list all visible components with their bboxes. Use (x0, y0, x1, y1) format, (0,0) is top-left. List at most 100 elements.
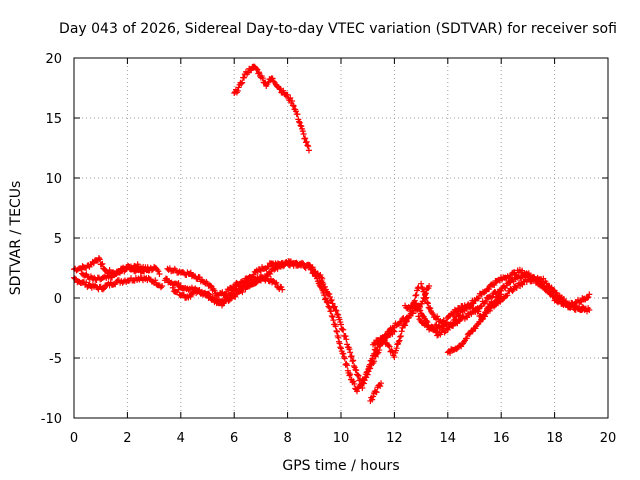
data-point (313, 275, 320, 282)
data-point (248, 67, 255, 74)
data-point (157, 284, 164, 291)
data-point (328, 313, 335, 320)
data-point (259, 75, 266, 82)
data-point (205, 290, 212, 297)
data-point (360, 380, 367, 387)
data-point (72, 275, 79, 282)
data-point (239, 289, 246, 296)
series-arc-i (316, 277, 422, 392)
data-point (343, 336, 350, 343)
data-point (402, 322, 409, 329)
data-point (328, 308, 335, 315)
data-point (175, 286, 182, 293)
data-point (513, 284, 520, 291)
data-point (329, 313, 336, 320)
data-point (235, 84, 242, 91)
data-point (504, 292, 511, 299)
data-point (474, 295, 481, 302)
data-point (370, 393, 377, 400)
data-point (354, 388, 361, 395)
data-point (428, 309, 435, 316)
data-point (330, 317, 337, 324)
x-tick-label: 14 (440, 431, 457, 446)
data-point (390, 327, 397, 334)
x-tick-label: 12 (386, 431, 403, 446)
chart-title: Day 043 of 2026, Sidereal Day-to-day VTE… (59, 21, 617, 37)
data-point (156, 271, 163, 277)
data-point (107, 273, 114, 280)
x-tick-label: 18 (546, 431, 563, 446)
data-point (482, 298, 489, 305)
data-point (423, 294, 430, 301)
x-tick-label: 16 (493, 431, 510, 446)
data-point (350, 378, 357, 385)
data-point (453, 346, 460, 353)
data-point (343, 360, 350, 367)
data-point (380, 336, 387, 343)
series-arc-c (79, 261, 152, 283)
data-point (350, 357, 357, 364)
y-tick-label: 0 (54, 292, 62, 307)
data-point (344, 341, 351, 348)
data-point (347, 349, 354, 356)
data-point (385, 342, 392, 349)
data-point (337, 344, 344, 351)
data-point (333, 327, 340, 334)
data-point (422, 295, 429, 302)
data-point (455, 311, 462, 318)
data-point (322, 295, 329, 302)
data-point (489, 293, 496, 300)
data-point (372, 340, 379, 347)
data-point (321, 283, 328, 290)
y-tick-label: 15 (45, 112, 62, 127)
data-point (280, 87, 287, 94)
data-point (346, 372, 353, 379)
data-point (449, 321, 456, 328)
data-point (324, 299, 331, 306)
data-point (302, 265, 309, 272)
data-point (333, 307, 340, 314)
data-point (373, 389, 380, 396)
data-point (206, 291, 213, 298)
data-point (357, 376, 364, 383)
data-point (475, 308, 482, 315)
data-point (391, 328, 398, 335)
data-point (559, 297, 566, 304)
data-point (434, 332, 441, 339)
data-point (334, 311, 341, 318)
data-point (483, 308, 490, 315)
y-axis-label: SDTVAR / TECUs (8, 181, 24, 296)
data-point (148, 267, 155, 274)
data-point (432, 327, 439, 334)
data-point (369, 396, 376, 403)
ticks-layer: 0 2 4 6 8 10 12 14 16 18 20 -10 -5 0 5 10 15 20 (41, 52, 617, 446)
data-point (584, 294, 591, 301)
data-point (408, 308, 415, 315)
data-point (340, 326, 347, 333)
data-point (426, 283, 433, 289)
data-point (346, 346, 353, 353)
data-point (296, 118, 303, 125)
data-point (284, 91, 291, 98)
marks-layer (71, 63, 593, 404)
data-point (145, 266, 152, 273)
x-tick-label: 6 (230, 431, 238, 446)
data-point (397, 333, 404, 340)
data-point (412, 300, 419, 307)
data-point (207, 282, 214, 289)
data-point (585, 294, 592, 301)
data-point (305, 143, 312, 150)
data-point (290, 102, 297, 109)
data-point (386, 343, 393, 350)
data-point (452, 316, 459, 323)
data-point (427, 305, 434, 312)
data-point (335, 334, 342, 341)
data-point (398, 328, 405, 335)
data-point (447, 350, 454, 357)
x-tick-label: 0 (70, 431, 78, 446)
data-point (294, 111, 301, 118)
data-point (423, 317, 430, 324)
data-point (359, 385, 366, 392)
data-point (304, 142, 311, 149)
